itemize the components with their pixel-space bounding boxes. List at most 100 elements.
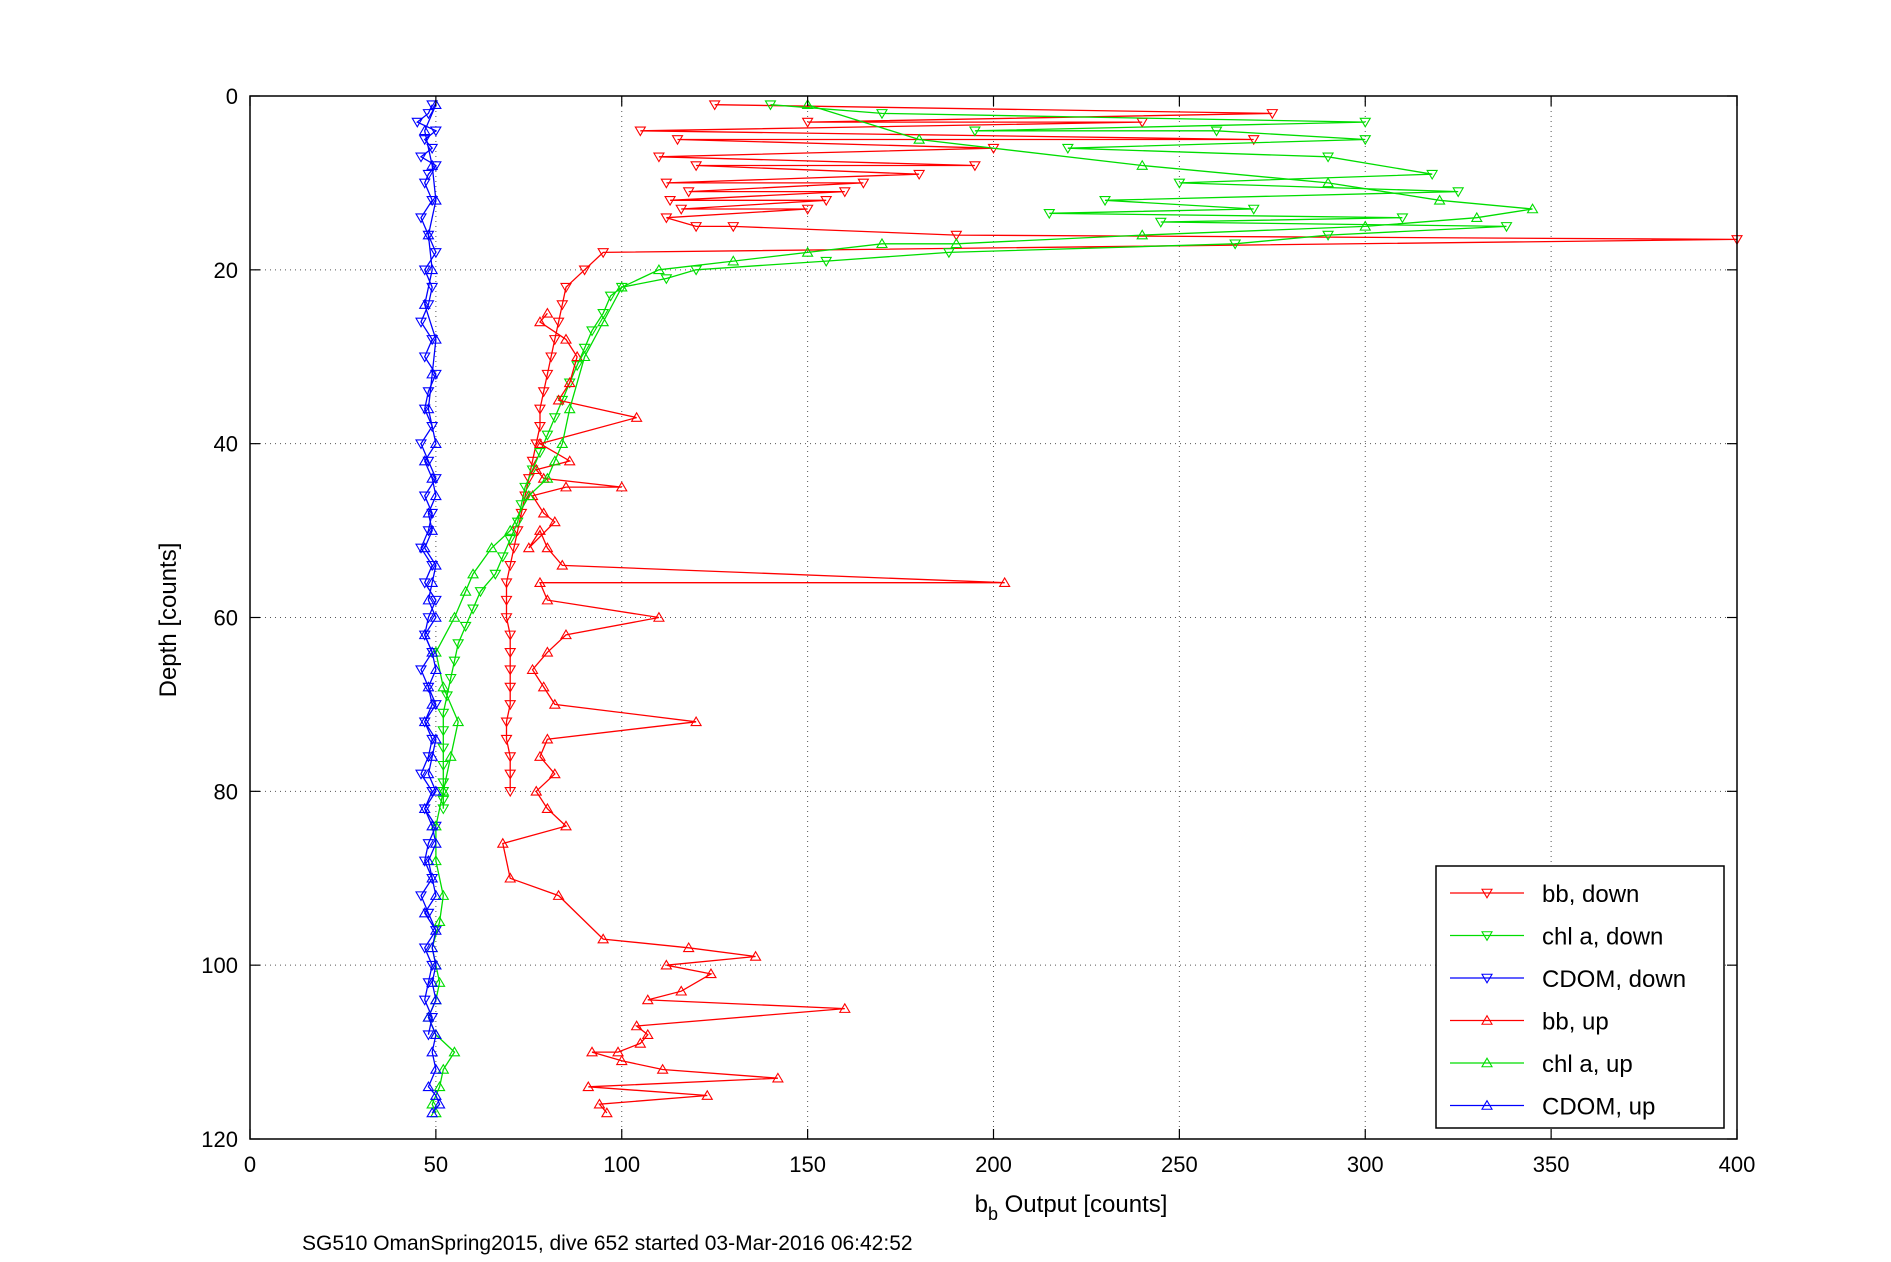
- y-tick-labels: 0 20 40 60 80 100 120: [201, 84, 238, 1152]
- data-point-bb-up: [571, 350, 584, 362]
- data-point-cdom-up: [422, 594, 435, 605]
- data-point-cdom-down: [429, 700, 442, 711]
- data-point-bb-down: [857, 178, 870, 189]
- data-point-bb-up: [771, 1072, 784, 1083]
- legend-item-chl-a-up: chl a, up: [1450, 1051, 1633, 1078]
- data-point-cdom-down: [422, 387, 435, 398]
- data-point-chl-a-up: [1470, 211, 1483, 222]
- data-point-cdom-down: [422, 456, 435, 467]
- data-point-chl-a-up: [467, 568, 480, 579]
- data-point-bb-up: [534, 576, 546, 588]
- data-point-cdom-down: [422, 109, 435, 120]
- data-point-cdom-down: [426, 196, 439, 207]
- data-point-chl-a-down: [448, 656, 461, 667]
- data-point-cdom-up: [429, 785, 442, 796]
- data-point-chl-a-down: [660, 274, 673, 285]
- data-point-chl-a-down: [437, 778, 450, 789]
- data-point-cdom-down: [415, 665, 427, 676]
- legend-items: bb, down chl a, down CDOM, down bb, up chl a…: [1450, 881, 1686, 1121]
- series-line-bb-down: [505, 104, 1738, 792]
- data-point-bb-down: [660, 178, 673, 189]
- data-point-chl-a-down: [437, 743, 450, 754]
- x-axis-label-subscript: b: [988, 1204, 998, 1224]
- data-point-cdom-up: [426, 820, 439, 831]
- data-point-cdom-up: [426, 368, 439, 379]
- data-point-bb-up: [560, 820, 572, 831]
- data-point-bb-up: [556, 559, 569, 570]
- data-point-cdom-up: [429, 611, 442, 622]
- data-point-chl-a-down: [1396, 213, 1409, 224]
- data-point-cdom-up: [426, 576, 439, 588]
- x-tick-label: 400: [1719, 1152, 1756, 1177]
- series-line-cdom-down: [416, 104, 438, 1035]
- y-tick-label: 120: [201, 1127, 238, 1152]
- series-bb-up: [496, 307, 1011, 1118]
- x-tick-label: 250: [1161, 1152, 1198, 1177]
- data-point-cdom-up: [418, 802, 431, 814]
- data-point-bb-down: [660, 213, 673, 224]
- data-point-cdom-up: [426, 976, 439, 987]
- data-point-bb-up: [660, 959, 673, 970]
- data-point-cdom-up: [422, 229, 435, 240]
- data-point-chl-a-up: [913, 133, 926, 144]
- data-point-chl-a-down: [1500, 222, 1513, 233]
- data-point-chl-a-down: [1061, 143, 1074, 154]
- data-point-chl-a-down: [1359, 135, 1372, 146]
- data-point-bb-up: [534, 316, 546, 327]
- data-point-bb-up: [701, 1089, 714, 1100]
- data-point-cdom-down: [418, 995, 431, 1006]
- data-point-cdom-down: [429, 474, 442, 485]
- data-point-bb-up: [749, 950, 762, 961]
- data-point-cdom-up: [418, 542, 431, 553]
- data-point-bb-down: [500, 613, 513, 624]
- x-tick-label: 100: [603, 1152, 640, 1177]
- data-point-bb-down: [545, 352, 558, 363]
- data-point-cdom-down: [426, 282, 439, 294]
- data-point-bb-up: [838, 1002, 851, 1013]
- data-point-chl-a-down: [452, 639, 465, 650]
- data-point-cdom-down: [415, 769, 427, 780]
- data-point-cdom-down: [415, 317, 427, 328]
- data-point-cdom-up: [418, 629, 431, 640]
- data-point-cdom-down: [422, 526, 435, 537]
- legend-box: [1435, 865, 1725, 1129]
- data-point-chl-a-up: [452, 715, 465, 727]
- series-line-bb-up: [502, 312, 1005, 1114]
- legend-label: chl a, down: [1542, 924, 1663, 951]
- data-point-cdom-up: [426, 646, 439, 657]
- data-point-chl-a-up: [556, 437, 569, 448]
- data-point-chl-a-up: [522, 489, 535, 501]
- data-point-cdom-up: [422, 681, 435, 692]
- data-point-cdom-down: [426, 508, 439, 520]
- data-point-bb-up: [552, 889, 565, 900]
- data-point-chl-a-up: [433, 976, 446, 987]
- data-point-bb-down: [541, 369, 554, 380]
- data-point-cdom-up: [429, 837, 442, 848]
- data-point-chl-a-up: [437, 889, 450, 900]
- data-point-cdom-up: [426, 263, 439, 275]
- data-point-chl-a-up: [652, 263, 665, 275]
- data-point-cdom-down: [429, 369, 442, 380]
- data-point-bb-down: [534, 404, 546, 415]
- data-point-bb-up: [675, 985, 688, 996]
- data-point-cdom-up: [426, 159, 439, 170]
- data-point-bb-up: [541, 594, 554, 605]
- data-point-bb-up: [537, 681, 550, 692]
- data-point-cdom-down: [422, 169, 435, 181]
- data-point-cdom-down: [429, 595, 442, 606]
- data-point-cdom-up: [429, 437, 442, 448]
- data-point-chl-a-up: [597, 316, 610, 327]
- data-point-cdom-down: [426, 561, 439, 572]
- data-point-bb-down: [537, 387, 550, 398]
- data-point-bb-down: [504, 647, 517, 659]
- data-point-bb-down: [504, 752, 517, 763]
- data-point-cdom-up: [429, 98, 442, 109]
- data-point-bb-down: [504, 561, 517, 572]
- data-point-chl-a-down: [541, 430, 554, 441]
- data-point-bb-down: [968, 161, 981, 172]
- data-point-cdom-up: [433, 1098, 446, 1109]
- data-point-bb-up: [652, 611, 665, 622]
- data-point-chl-a-down: [548, 413, 561, 424]
- data-point-bb-up: [534, 524, 546, 535]
- data-point-cdom-down: [418, 352, 431, 363]
